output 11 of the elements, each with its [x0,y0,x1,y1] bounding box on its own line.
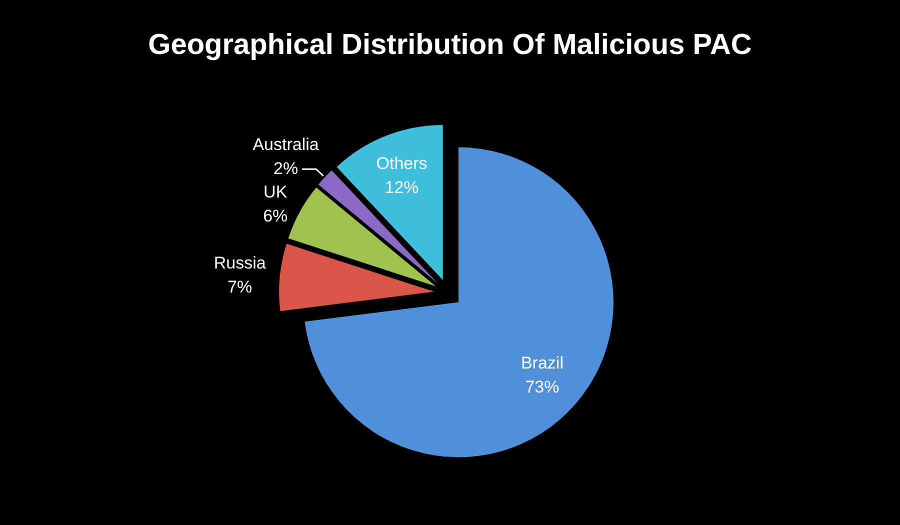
slice-label: Russia [214,253,266,272]
data-label: 73% [525,378,560,397]
chart-title: Geographical Distribution Of Malicious PAC [148,29,752,61]
data-label: 6% [263,206,288,226]
data-label: 2% [273,158,298,178]
slice-label: Australia [252,134,320,154]
slice-label: UK [264,182,288,202]
data-label: 7% [228,277,252,296]
slice-label: Others [376,154,428,173]
slice-label: Brazil [520,354,564,373]
data-label: 12% [384,178,419,197]
